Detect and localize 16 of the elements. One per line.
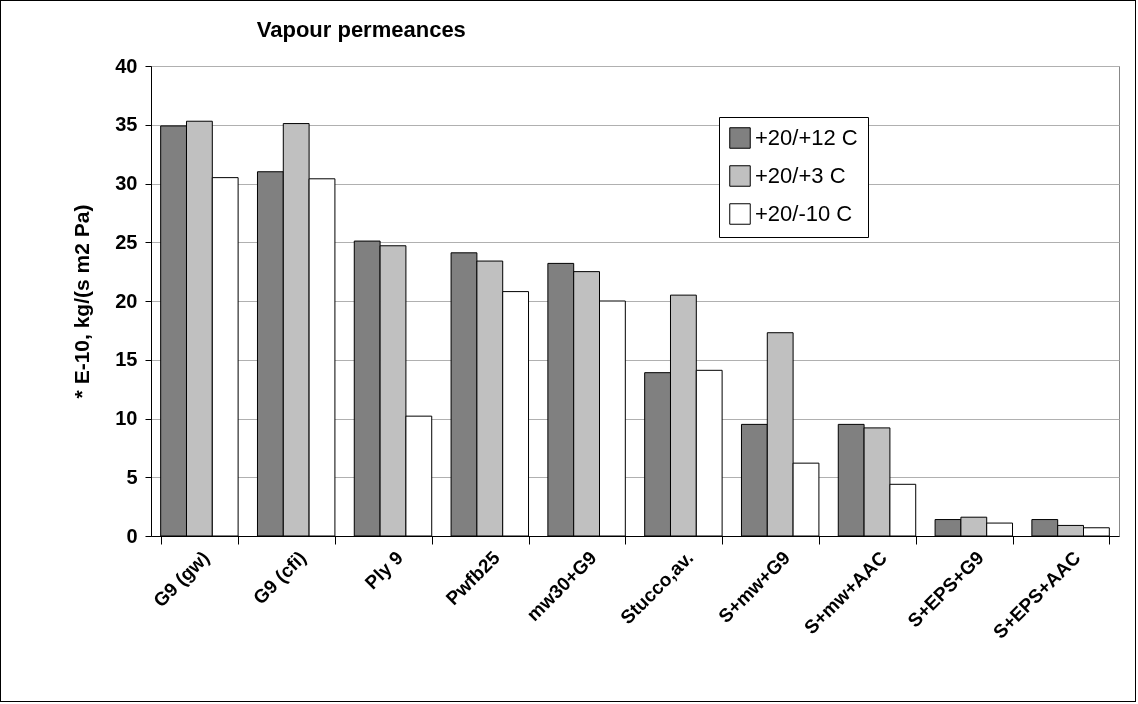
chart-title: Vapour permeances xyxy=(256,17,466,42)
y-tick-label: 20 xyxy=(115,289,138,312)
y-tick-label: 30 xyxy=(115,172,138,194)
y-axis-title: * E-10, kg/(s m2 Pa) xyxy=(70,204,94,399)
y-tick-label: 15 xyxy=(115,348,138,371)
x-tick-label: Ply 9 xyxy=(360,547,407,594)
legend-label: +20/+3 C xyxy=(755,163,846,188)
legend-label: +20/+12 C xyxy=(755,125,858,150)
y-tick-label: 25 xyxy=(115,230,138,253)
y-tick-label: 5 xyxy=(126,465,138,488)
y-tick-label: 35 xyxy=(115,113,138,136)
y-tick-label: 10 xyxy=(115,407,138,429)
y-tick-label: 0 xyxy=(126,524,138,547)
y-tick-label: 40 xyxy=(115,54,138,77)
x-tick-label: G9 (cfi) xyxy=(249,547,311,609)
legend-label: +20/-10 C xyxy=(755,201,853,226)
